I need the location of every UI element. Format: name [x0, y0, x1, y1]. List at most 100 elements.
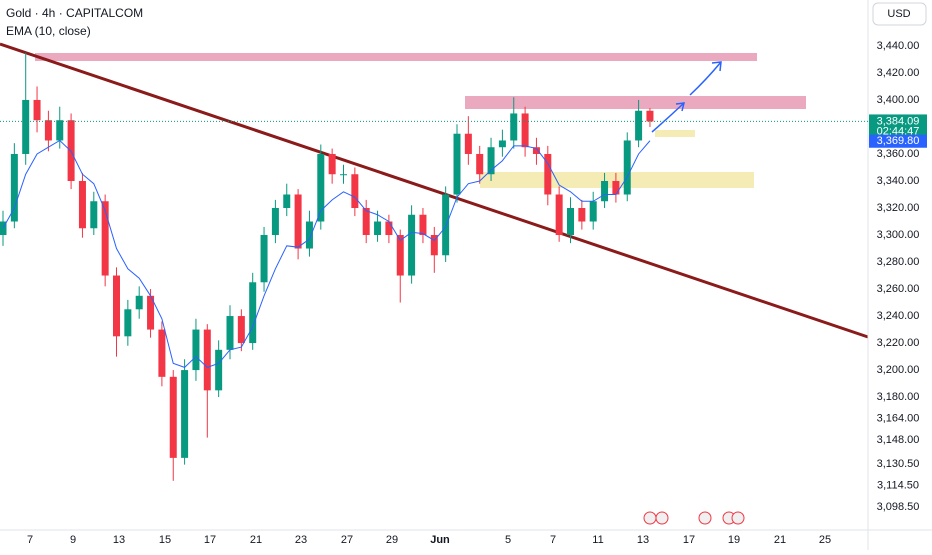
candle-body — [612, 180, 620, 195]
candle-body — [181, 370, 189, 458]
candle-body — [215, 349, 223, 391]
candle-body — [271, 208, 279, 236]
y-tick-label: 3,320.00 — [877, 202, 920, 214]
indicator-label: EMA (10, close) — [6, 24, 91, 38]
candle-body — [555, 194, 563, 236]
last-price-box — [869, 114, 927, 137]
x-tick-label: 13 — [113, 534, 125, 546]
y-tick-label: 3,164.00 — [877, 413, 920, 425]
y-tick-label: 3,260.00 — [877, 283, 920, 295]
candle-body — [340, 174, 347, 176]
y-tick-label: 3,440.00 — [877, 40, 920, 52]
candle-body — [113, 275, 120, 337]
candle-body — [294, 194, 302, 249]
candle-body — [646, 110, 654, 122]
candle-body — [430, 235, 438, 256]
y-tick-label: 3,280.00 — [877, 256, 920, 268]
x-tick-label: 23 — [295, 534, 307, 546]
event-icon — [655, 511, 669, 525]
candle-body — [589, 201, 597, 222]
currency-button[interactable] — [872, 2, 927, 26]
candle-body — [192, 329, 200, 371]
candle-body — [260, 235, 268, 283]
x-tick-label: 17 — [683, 534, 695, 546]
candle-body — [33, 99, 41, 121]
support-zone — [655, 130, 695, 137]
y-tick-label: 3,200.00 — [877, 364, 920, 376]
candle-body — [476, 153, 484, 175]
candle-body — [90, 201, 98, 229]
candle-body — [362, 208, 370, 236]
candle-body — [135, 295, 143, 310]
candle-body — [623, 140, 631, 195]
x-tick-label: 19 — [728, 534, 740, 546]
y-tick-label: 3,114.50 — [877, 479, 919, 491]
candle-body — [283, 194, 291, 208]
arrow — [651, 102, 685, 133]
candle-body — [601, 180, 609, 202]
candle-body — [351, 174, 359, 208]
candle-body — [498, 140, 506, 148]
candle-body — [487, 147, 495, 175]
x-tick-label: 7 — [550, 534, 556, 546]
y-tick-label: 3,400.00 — [877, 94, 920, 106]
x-tick-label: 27 — [341, 534, 353, 546]
y-tick-label: 3,130.50 — [877, 458, 920, 470]
candle-body — [169, 376, 177, 458]
y-tick-label: 3,098.50 — [877, 501, 920, 513]
event-icons — [643, 511, 745, 525]
x-tick-label: 13 — [637, 534, 649, 546]
chart-title: Gold · 4h · CAPITALCOM — [6, 6, 143, 20]
x-tick-label: Jun — [430, 534, 450, 546]
candle-body — [442, 194, 450, 256]
x-tick-label: 9 — [70, 534, 76, 546]
x-tick-label: 21 — [250, 534, 262, 546]
candle-body — [374, 221, 382, 236]
y-tick-label: 3,300.00 — [877, 229, 920, 241]
candle-body — [567, 208, 574, 236]
x-tick-label: 29 — [386, 534, 398, 546]
x-tick-label: 25 — [819, 534, 831, 546]
y-tick-label: 3,240.00 — [877, 310, 920, 322]
x-tick-label: 15 — [159, 534, 171, 546]
y-tick-label: 3,220.00 — [877, 337, 920, 349]
x-tick-label: 17 — [204, 534, 216, 546]
y-tick-label: 3,180.00 — [877, 391, 920, 403]
resistance-zone — [35, 53, 757, 61]
candle-body — [328, 153, 336, 175]
candle-body — [237, 316, 245, 344]
candle-body — [56, 120, 64, 141]
candle-body — [453, 133, 461, 195]
event-icon — [643, 511, 657, 525]
y-tick-label: 3,340.00 — [877, 175, 920, 187]
y-tick-label: 3,148.00 — [877, 434, 920, 446]
candle-body — [464, 133, 472, 154]
ema-price-box — [869, 134, 927, 148]
candle-body — [147, 295, 155, 330]
candle-body — [124, 309, 132, 337]
candle-body — [101, 201, 109, 276]
candle-body — [396, 235, 404, 276]
candle-body — [544, 153, 552, 195]
candle-body — [203, 329, 211, 391]
candle-body — [521, 113, 529, 148]
currency-label[interactable]: USD — [887, 8, 910, 20]
x-tick-label: 21 — [774, 534, 786, 546]
ema-line — [2, 139, 651, 368]
candle-body — [419, 214, 427, 236]
last-price-label: 3,384.09 — [877, 115, 920, 127]
event-icon — [731, 511, 745, 525]
candle-body — [317, 153, 325, 222]
candle-body — [408, 214, 416, 276]
y-tick-label: 3,420.00 — [877, 67, 920, 79]
x-tick-label: 11 — [592, 534, 603, 546]
event-icon — [698, 511, 712, 525]
candle-body — [158, 329, 166, 377]
candle-body — [578, 208, 586, 222]
candle-body — [305, 221, 313, 249]
candle-body — [10, 153, 18, 222]
trend-line — [0, 42, 869, 339]
arrow — [689, 61, 722, 96]
